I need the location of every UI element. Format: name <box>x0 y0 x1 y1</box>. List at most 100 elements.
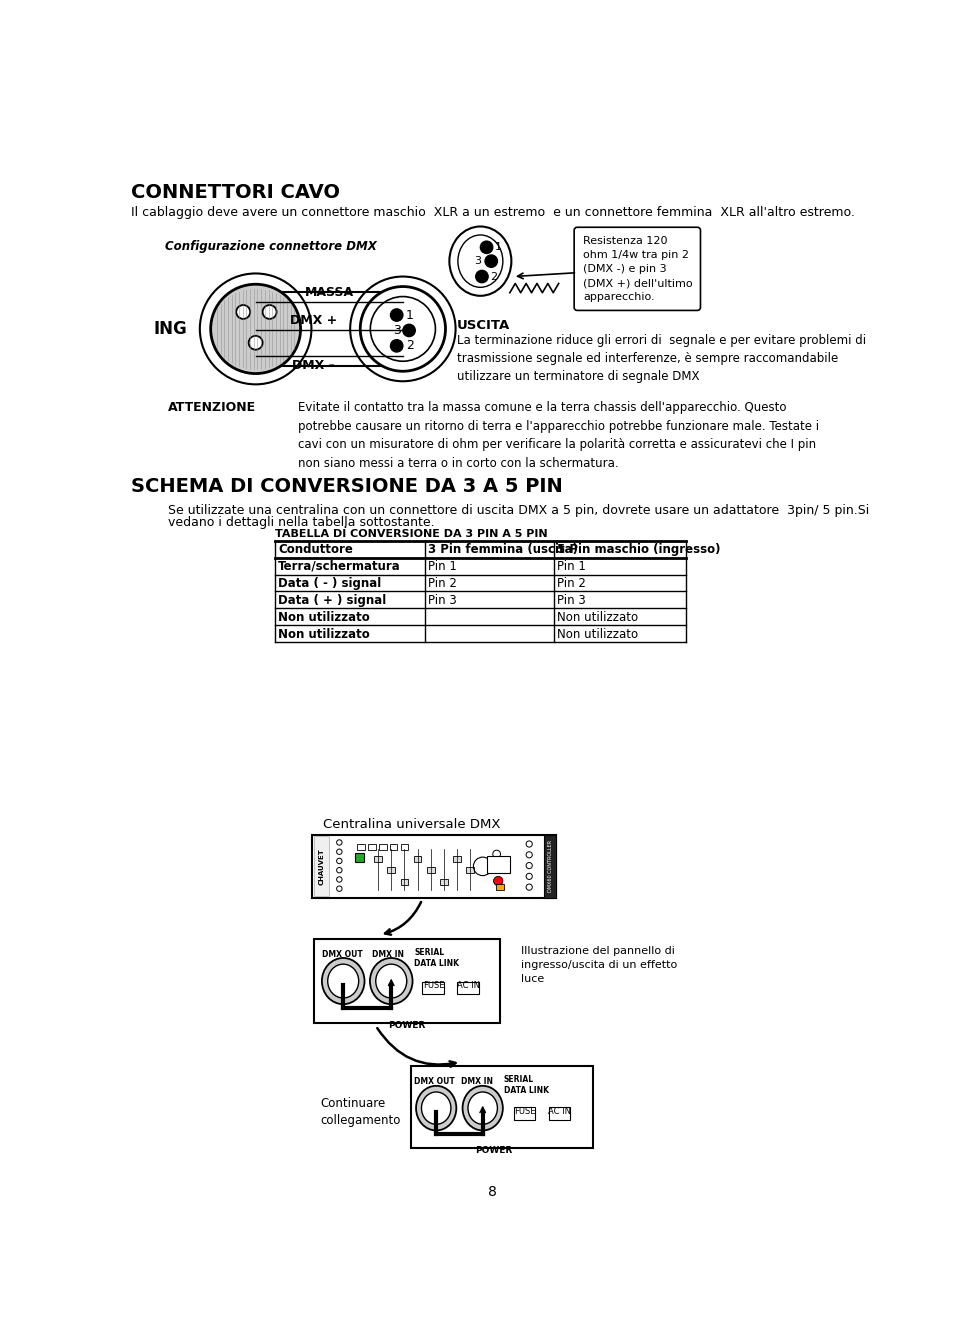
Text: SERIAL
DATA LINK: SERIAL DATA LINK <box>504 1075 548 1095</box>
Text: 3: 3 <box>474 256 481 266</box>
Circle shape <box>391 309 403 321</box>
FancyBboxPatch shape <box>390 844 397 851</box>
Text: 3 Pin femmina (uscita): 3 Pin femmina (uscita) <box>427 544 578 556</box>
Text: 8: 8 <box>488 1185 496 1200</box>
Text: POWER: POWER <box>388 1021 425 1031</box>
Circle shape <box>493 876 503 886</box>
Ellipse shape <box>375 964 407 998</box>
Text: 1: 1 <box>406 309 414 322</box>
Text: FUSE: FUSE <box>515 1107 536 1117</box>
Text: Configurazione connettore DMX: Configurazione connettore DMX <box>165 240 377 254</box>
FancyBboxPatch shape <box>379 844 387 851</box>
Text: ING: ING <box>154 319 187 338</box>
Text: FUSE: FUSE <box>423 981 444 990</box>
Text: Data ( - ) signal: Data ( - ) signal <box>278 577 381 590</box>
Text: SERIAL
DATA LINK: SERIAL DATA LINK <box>415 947 460 968</box>
FancyBboxPatch shape <box>487 856 510 874</box>
Ellipse shape <box>421 1092 451 1125</box>
Circle shape <box>360 287 445 372</box>
FancyBboxPatch shape <box>427 867 435 874</box>
Text: Se utilizzate una centralina con un connettore di uscita DMX a 5 pin, dovrete us: Se utilizzate una centralina con un conn… <box>168 503 870 517</box>
Ellipse shape <box>468 1092 497 1125</box>
Text: TABELLA DI CONVERSIONE DA 3 PIN A 5 PIN: TABELLA DI CONVERSIONE DA 3 PIN A 5 PIN <box>275 529 547 539</box>
Ellipse shape <box>327 964 359 998</box>
FancyBboxPatch shape <box>548 1107 570 1119</box>
Text: Terra/schermatura: Terra/schermatura <box>278 560 401 573</box>
Text: CHAUVET: CHAUVET <box>319 848 324 884</box>
Text: 3: 3 <box>394 323 401 337</box>
FancyBboxPatch shape <box>314 939 500 1024</box>
Text: USCITA: USCITA <box>457 319 511 331</box>
Text: DMX IN: DMX IN <box>372 950 404 958</box>
Text: Pin 1: Pin 1 <box>427 560 457 573</box>
FancyBboxPatch shape <box>368 844 375 851</box>
Text: 2: 2 <box>406 340 414 353</box>
Circle shape <box>403 325 416 337</box>
FancyBboxPatch shape <box>414 856 421 862</box>
Circle shape <box>485 255 497 267</box>
Text: Pin 2: Pin 2 <box>427 577 457 590</box>
Text: Centralina universale DMX: Centralina universale DMX <box>324 817 500 831</box>
Text: Resistenza 120
ohm 1/4w tra pin 2
(DMX -) e pin 3
(DMX +) dell'ultimo
apparecchi: Resistenza 120 ohm 1/4w tra pin 2 (DMX -… <box>584 236 693 302</box>
Text: Non utilizzato: Non utilizzato <box>278 611 370 624</box>
Text: Il cablaggio deve avere un connettore maschio  XLR a un estremo  e un connettore: Il cablaggio deve avere un connettore ma… <box>131 205 854 219</box>
FancyBboxPatch shape <box>574 227 701 310</box>
Text: 2: 2 <box>491 271 497 282</box>
Ellipse shape <box>449 227 512 295</box>
FancyBboxPatch shape <box>312 835 557 898</box>
Ellipse shape <box>463 1086 503 1130</box>
FancyBboxPatch shape <box>440 879 447 884</box>
FancyBboxPatch shape <box>357 844 365 851</box>
FancyBboxPatch shape <box>496 884 504 890</box>
Text: Data ( + ) signal: Data ( + ) signal <box>278 593 386 607</box>
FancyBboxPatch shape <box>457 982 479 994</box>
FancyBboxPatch shape <box>255 293 403 366</box>
Text: POWER: POWER <box>475 1146 513 1155</box>
Circle shape <box>236 305 251 319</box>
Text: Illustrazione del pannello di
ingresso/uscita di un effetto
luce: Illustrazione del pannello di ingresso/u… <box>521 946 678 985</box>
Text: Continuare
collegamento: Continuare collegamento <box>320 1096 400 1126</box>
Ellipse shape <box>370 958 413 1004</box>
Text: Non utilizzato: Non utilizzato <box>278 628 370 640</box>
Text: DMX OUT: DMX OUT <box>322 950 362 958</box>
Text: AC IN: AC IN <box>548 1107 571 1117</box>
Text: DMX –: DMX – <box>293 358 335 372</box>
Text: Conduttore: Conduttore <box>278 544 353 556</box>
Text: Pin 1: Pin 1 <box>557 560 586 573</box>
Text: DMX60 CONTROLLER: DMX60 CONTROLLER <box>547 840 553 892</box>
FancyBboxPatch shape <box>422 982 444 994</box>
Circle shape <box>476 270 488 283</box>
Text: vedano i dettagli nella tabella sottostante.: vedano i dettagli nella tabella sottosta… <box>168 517 435 529</box>
Text: 1: 1 <box>495 243 502 252</box>
FancyBboxPatch shape <box>514 1107 536 1119</box>
FancyBboxPatch shape <box>411 1066 592 1149</box>
Text: Pin 2: Pin 2 <box>557 577 586 590</box>
Text: AC IN: AC IN <box>457 981 480 990</box>
Circle shape <box>263 305 276 319</box>
FancyBboxPatch shape <box>544 835 556 898</box>
Text: CONNETTORI CAVO: CONNETTORI CAVO <box>131 183 340 201</box>
Text: SCHEMA DI CONVERSIONE DA 3 A 5 PIN: SCHEMA DI CONVERSIONE DA 3 A 5 PIN <box>131 476 563 495</box>
FancyBboxPatch shape <box>388 867 396 874</box>
Text: Non utilizzato: Non utilizzato <box>557 628 638 640</box>
Ellipse shape <box>416 1086 456 1130</box>
Text: Pin 3: Pin 3 <box>427 593 456 607</box>
Text: .: . <box>342 517 347 531</box>
FancyBboxPatch shape <box>453 856 461 862</box>
Text: DMX OUT: DMX OUT <box>415 1076 455 1086</box>
Text: DMX IN: DMX IN <box>461 1076 493 1086</box>
Ellipse shape <box>322 958 365 1004</box>
FancyBboxPatch shape <box>400 844 408 851</box>
Text: La terminazione riduce gli errori di  segnale e per evitare problemi di
trasmiss: La terminazione riduce gli errori di seg… <box>457 334 866 384</box>
Text: Evitate il contatto tra la massa comune e la terra chassis dell'apparecchio. Que: Evitate il contatto tra la massa comune … <box>299 401 820 470</box>
FancyBboxPatch shape <box>374 856 382 862</box>
Circle shape <box>249 336 263 350</box>
Text: MASSA: MASSA <box>304 286 354 299</box>
FancyBboxPatch shape <box>314 836 329 896</box>
Circle shape <box>391 340 403 352</box>
FancyBboxPatch shape <box>467 867 474 874</box>
Text: Pin 3: Pin 3 <box>557 593 586 607</box>
FancyBboxPatch shape <box>400 879 408 884</box>
Circle shape <box>480 242 492 254</box>
Text: ATTENZIONE: ATTENZIONE <box>168 401 256 415</box>
